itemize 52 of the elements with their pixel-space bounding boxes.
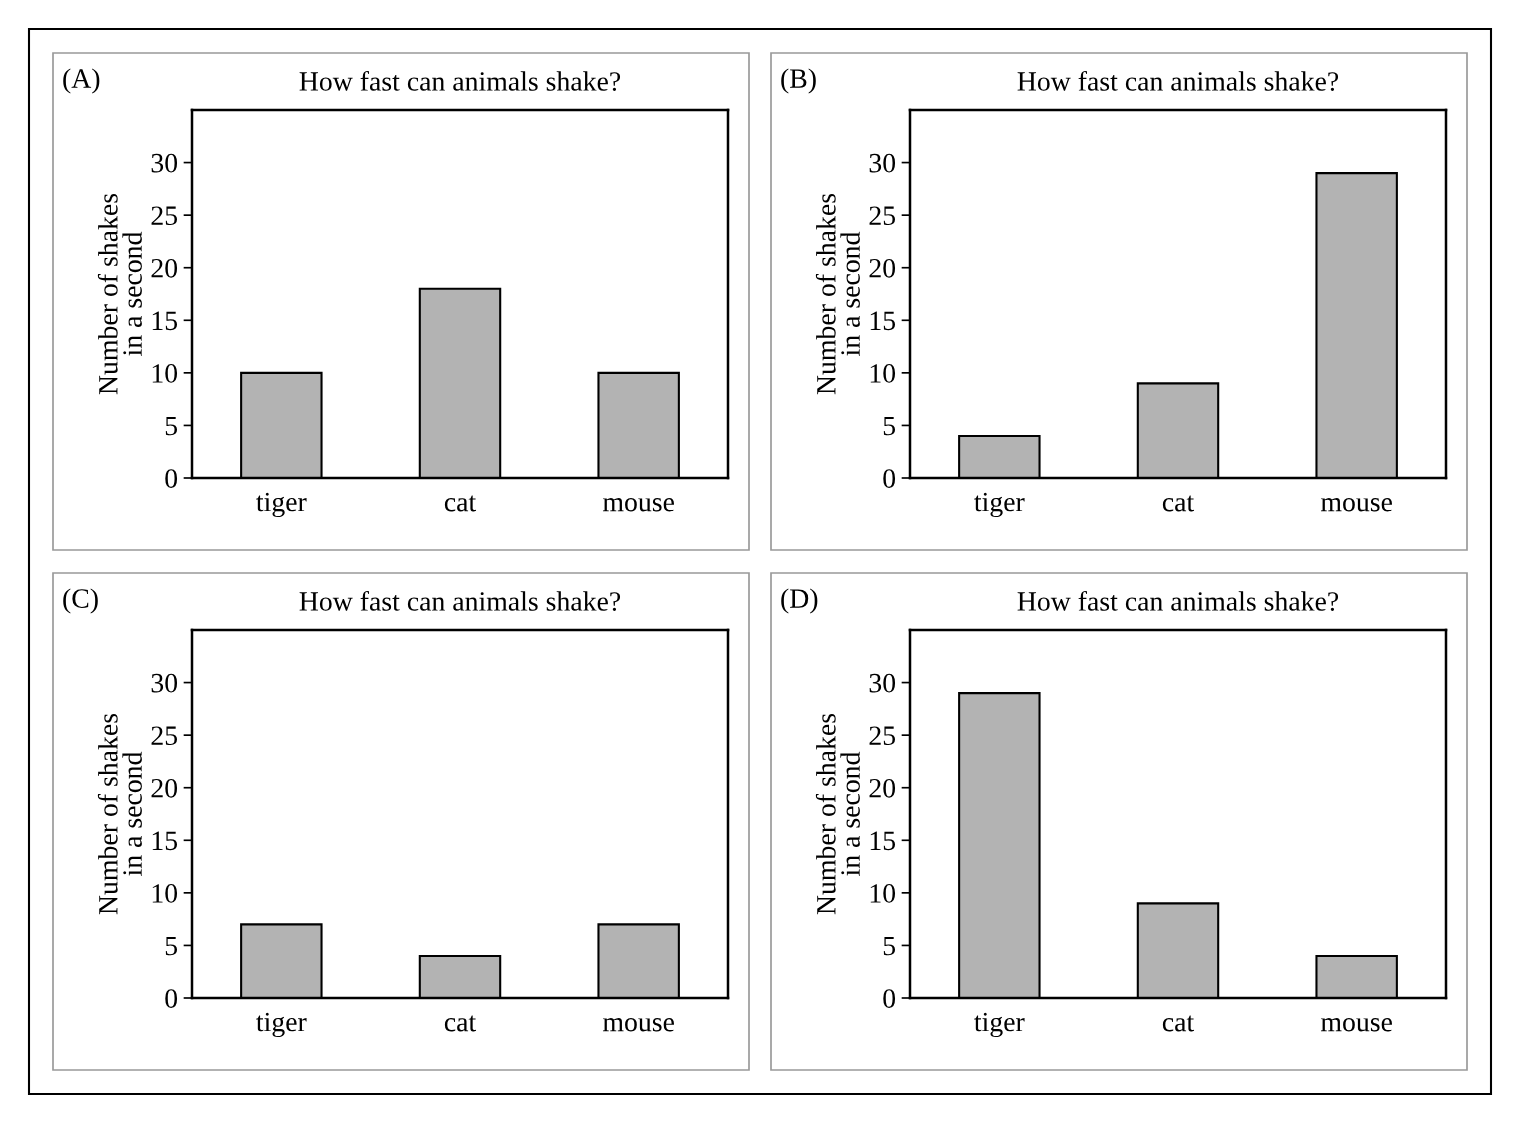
x-tick-label: tiger [974,492,1025,518]
chart-title: How fast can animals shake? [299,71,621,91]
y-tick-label: 20 [151,778,178,798]
y-tick-label: 20 [151,258,178,278]
x-tick-label: tiger [256,1012,307,1038]
y-tick-label: 25 [151,726,178,746]
y-tick-label: 15 [152,311,178,331]
y-tick-label: 20 [869,778,896,798]
y-tick-label: 10 [152,884,178,903]
y-tick-label: 10 [152,364,178,383]
y-tick-label: 15 [870,831,896,851]
y-tick-label: 5 [165,936,178,956]
y-axis-title: Number of shakes in a second [815,193,860,395]
y-tick-label: 25 [151,206,178,226]
chart-title: How fast can animals shake? [1017,591,1339,611]
y-tick-label: 5 [883,416,896,436]
x-tick-label: tiger [974,1012,1025,1038]
y-tick-label: 20 [869,258,896,278]
y-tick-label: 0 [165,469,178,488]
x-tick-label: mouse [1320,498,1392,512]
y-tick-label: 10 [870,884,896,903]
y-tick-label: 10 [870,364,896,383]
x-tick-label: cat [444,495,477,512]
y-tick-label: 30 [151,673,178,693]
text: (A) [63,68,100,94]
text: (D) [781,588,818,614]
x-tick-label: mouse [1320,1018,1392,1032]
y-tick-label: 25 [869,726,896,746]
y-tick-label: 0 [883,469,896,488]
text: (B) [781,68,816,94]
x-tick-label: tiger [256,492,307,518]
x-tick-label: cat [1162,1015,1195,1032]
x-tick-label: cat [444,1015,477,1032]
y-axis-title: Number of shakes in a second [97,193,142,395]
y-tick-label: 5 [165,416,178,436]
y-tick-label: 0 [165,989,178,1008]
y-tick-label: 30 [869,673,896,693]
y-tick-label: 15 [152,831,178,851]
x-tick-label: mouse [602,498,674,512]
text: (C) [63,588,98,614]
chart-title: How fast can animals shake? [1017,71,1339,91]
y-tick-label: 0 [883,989,896,1008]
chart-title: How fast can animals shake? [299,591,621,611]
y-tick-label: 30 [869,153,896,173]
y-tick-label: 30 [151,153,178,173]
y-axis-title: Number of shakes in a second [815,713,860,915]
y-tick-label: 25 [869,206,896,226]
x-tick-label: mouse [602,1018,674,1032]
y-axis-title: Number of shakes in a second [97,713,142,915]
y-tick-label: 5 [883,936,896,956]
y-tick-label: 15 [870,311,896,331]
x-tick-label: cat [1162,495,1195,512]
